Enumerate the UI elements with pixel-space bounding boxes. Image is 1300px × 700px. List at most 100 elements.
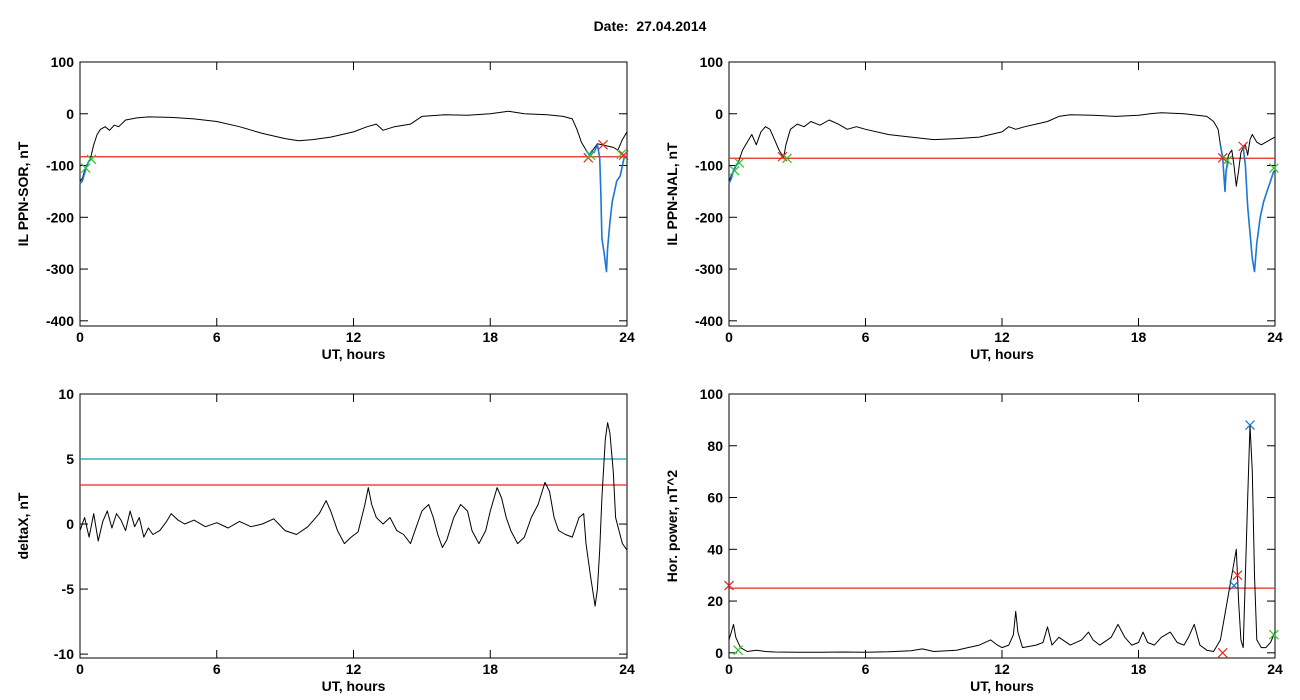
chart-3-ytick-label-2: 60	[707, 490, 723, 506]
chart-1-xtick-label-1: 6	[862, 329, 870, 345]
chart-1-marker-7-b	[1268, 163, 1279, 174]
panel-il-ppn-nal: 0 6 12 18 24 100 0 -100 -200 -300 -400 UT, hours IL …	[664, 54, 1283, 362]
chart-2-ytick-label-0: 10	[58, 386, 74, 402]
chart-3-ytick-label-5: 0	[715, 645, 723, 661]
chart-3-marker-5	[1245, 420, 1255, 430]
chart-0-marker-0-b	[80, 163, 91, 174]
chart-3-marker-2-b	[1217, 647, 1228, 658]
chart-3-marker-3-b	[1229, 580, 1239, 591]
chart-0-marker-4	[598, 139, 608, 150]
chart-1-series-3	[1242, 147, 1275, 273]
chart-0-marker-0	[80, 163, 91, 174]
chart-0-ylabel: IL PPN-SOR, nT	[15, 141, 31, 246]
chart-0-series-0	[79, 110, 628, 182]
chart-0-xtick-label-4: 24	[619, 329, 635, 345]
chart-3-ytick-label-1: 80	[707, 438, 723, 454]
chart-1-marker-5-b	[1222, 155, 1233, 166]
chart-3-xtick-label-2: 12	[994, 661, 1010, 677]
chart-1-series-1	[728, 162, 739, 184]
chart-3-marker-4	[1232, 570, 1243, 581]
chart-3-marker-6	[1268, 629, 1279, 640]
chart-0-marker-1	[86, 154, 97, 165]
chart-1-marker-4	[1217, 152, 1228, 163]
panel-hor-power: 0 6 12 18 24 100 80 60 40 20 0 UT, hours Hor. power,…	[664, 386, 1283, 694]
chart-1-ylabel: IL PPN-NAL, nT	[664, 142, 680, 246]
chart-1-marker-3-b	[782, 153, 792, 164]
chart-1-marker-7	[1268, 163, 1279, 174]
chart-0-ytick-label-4: -300	[46, 261, 74, 277]
chart-3-xtick-label-3: 18	[1131, 661, 1147, 677]
chart-2-series-0	[79, 422, 628, 607]
chart-3-xtick-label-1: 6	[862, 661, 870, 677]
chart-2-frame	[79, 393, 628, 659]
chart-0-marker-4-b	[598, 139, 608, 150]
chart-3-ylabel: Hor. power, nT^2	[664, 470, 680, 583]
chart-1-marker-4-b	[1217, 152, 1228, 163]
chart-0-marker-6	[618, 150, 629, 161]
chart-1-marker-6-b	[1238, 141, 1249, 152]
chart-1-xlabel: UT, hours	[970, 346, 1034, 362]
chart-2-ylabel: deltaX, nT	[15, 492, 31, 559]
chart-0-marker-6-b	[618, 150, 629, 161]
chart-3-ytick-label-0: 100	[700, 386, 724, 402]
chart-2-xtick-label-1: 6	[213, 661, 221, 677]
chart-3-marker-6-b	[1268, 629, 1279, 640]
chart-1-marker-0	[729, 165, 740, 176]
chart-2-ytick-label-3: -5	[62, 581, 75, 597]
chart-0-marker-5-b	[616, 149, 627, 160]
chart-0-marker-3	[585, 150, 596, 161]
chart-3-marker-4-b	[1232, 570, 1243, 581]
chart-2-xtick-label-4: 24	[619, 661, 635, 677]
chart-0-xtick-label-2: 12	[346, 329, 362, 345]
chart-2-xtick-label-2: 12	[346, 661, 362, 677]
chart-3-xtick-label-4: 24	[1267, 661, 1283, 677]
chart-1-marker-1-b	[734, 158, 745, 168]
chart-0-ytick-label-1: 0	[66, 106, 74, 122]
chart-0-xtick-label-3: 18	[482, 329, 498, 345]
chart-0-series-2	[585, 144, 626, 273]
chart-0-xlabel: UT, hours	[322, 346, 386, 362]
chart-2-ytick-label-2: 0	[66, 516, 74, 532]
chart-1-ytick-label-0: 100	[700, 54, 724, 70]
chart-1-marker-5	[1222, 155, 1233, 166]
chart-3-marker-0	[724, 580, 734, 591]
chart-0-marker-3-b	[585, 150, 596, 161]
chart-0-marker-1-b	[86, 154, 97, 165]
chart-3-xlabel: UT, hours	[970, 678, 1034, 694]
chart-1-marker-2-b	[777, 151, 788, 162]
chart-3-marker-2	[1217, 647, 1228, 658]
chart-1-ytick-label-3: -200	[695, 209, 723, 225]
chart-3-ytick-label-3: 40	[707, 541, 723, 557]
chart-2-ytick-label-1: 5	[66, 451, 74, 467]
chart-1-xtick-label-4: 24	[1267, 329, 1283, 345]
chart-2-xlabel: UT, hours	[322, 678, 386, 694]
chart-3-marker-1	[733, 645, 744, 656]
chart-1-frame	[728, 61, 1276, 327]
chart-1-marker-1	[734, 158, 745, 168]
chart-3-marker-1-b	[733, 645, 744, 656]
chart-0-frame	[79, 61, 628, 327]
chart-3-marker-3	[1229, 580, 1239, 591]
chart-1-ytick-label-1: 0	[715, 106, 723, 122]
panel-deltax: 0 6 12 18 24 10 5 0 -5 -10 UT, hours deltaX, nT	[15, 386, 635, 694]
chart-3-marker-0-b	[724, 580, 734, 591]
chart-1-xtick-label-0: 0	[725, 329, 733, 345]
chart-1-ytick-label-2: -100	[695, 158, 723, 174]
chart-3-series-0	[728, 424, 1276, 653]
date-title: Date: 27.04.2014	[593, 18, 707, 34]
chart-0-marker-5	[616, 149, 627, 160]
chart-2-xtick-label-0: 0	[76, 661, 84, 677]
chart-0-ytick-label-0: 100	[51, 54, 75, 70]
chart-3-ytick-label-4: 20	[707, 593, 723, 609]
panel-il-ppn-sor: 0 6 12 18 24 100 0 -100 -200 -300 -400 UT, hours IL …	[15, 54, 635, 362]
chart-1-xtick-label-2: 12	[994, 329, 1010, 345]
chart-1-ytick-label-4: -300	[695, 261, 723, 277]
chart-1-marker-0-b	[729, 165, 740, 176]
chart-3-xtick-label-0: 0	[725, 661, 733, 677]
chart-1-marker-6	[1238, 141, 1249, 152]
chart-0-ytick-label-3: -200	[46, 209, 74, 225]
chart-1-ytick-label-5: -400	[695, 313, 723, 329]
chart-1-series-2	[1219, 144, 1230, 193]
chart-0-ytick-label-2: -100	[46, 158, 74, 174]
